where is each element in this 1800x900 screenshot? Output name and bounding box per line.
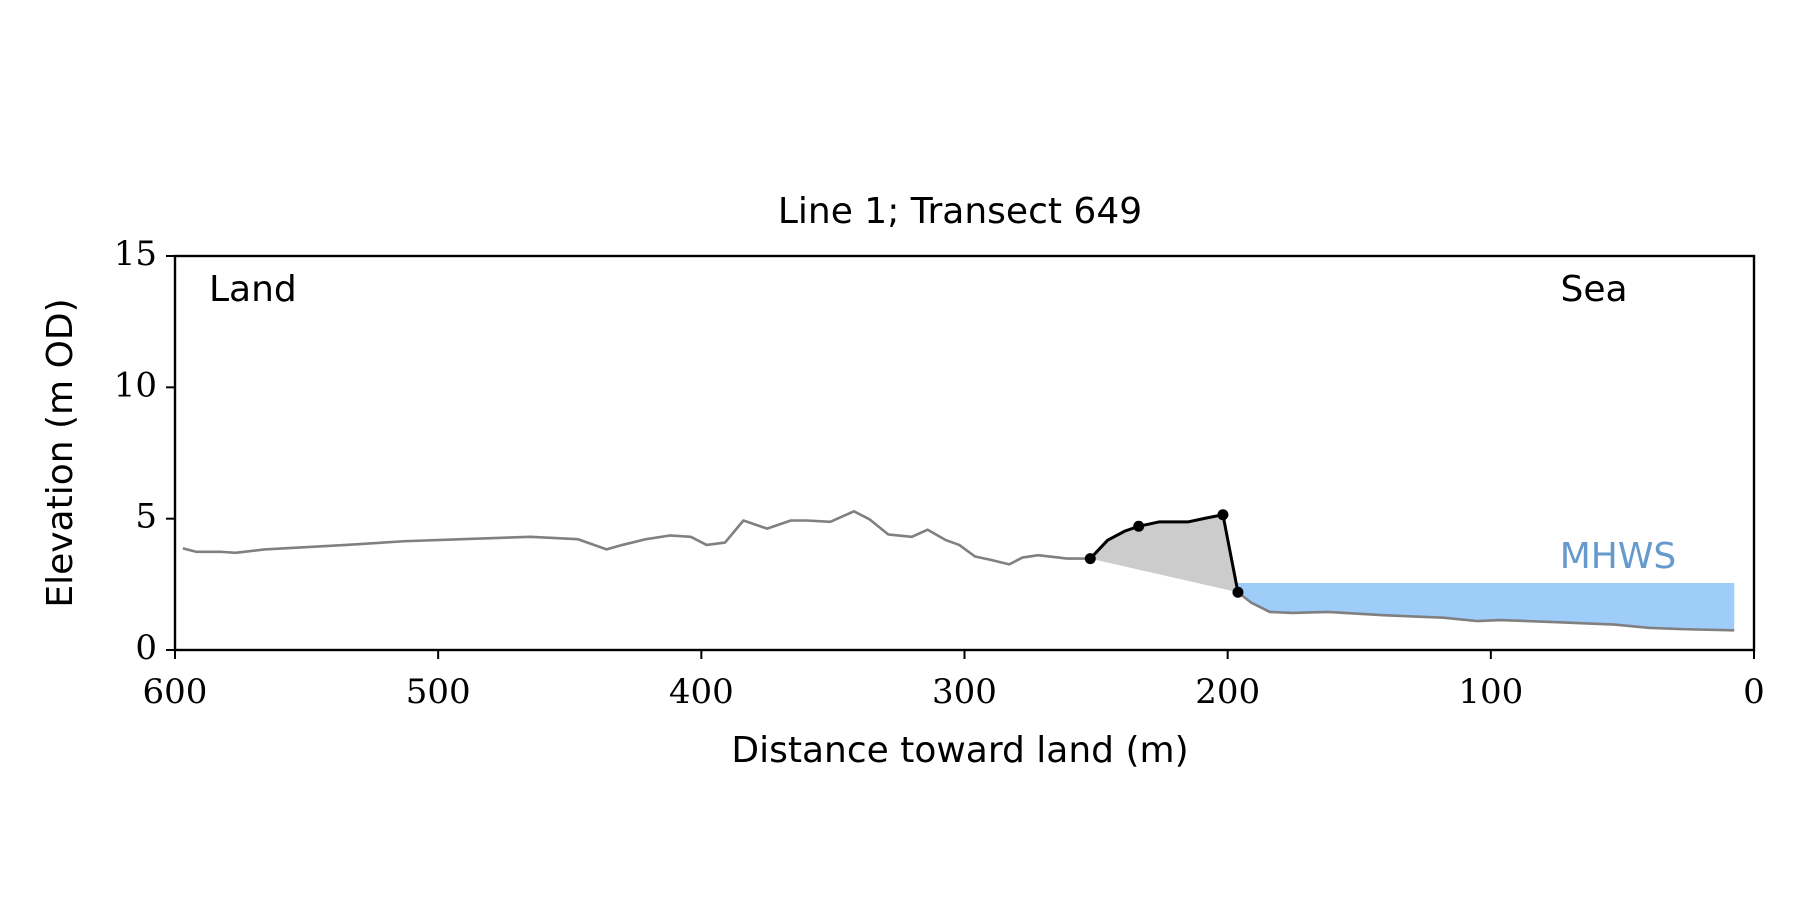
y-axis-label: Elevation (m OD) <box>40 298 81 607</box>
dune-point <box>1084 553 1096 565</box>
dune-line <box>1089 513 1240 593</box>
annotation-land: Land <box>209 269 297 310</box>
dune-area <box>1090 514 1238 593</box>
x-axis-label: Distance toward land (m) <box>731 730 1188 771</box>
y-tick-label: 0 <box>135 628 157 668</box>
chart-title: Line 1; Transect 649 <box>778 191 1142 232</box>
y-tick-label: 15 <box>114 234 157 274</box>
x-tick-label: 100 <box>1458 672 1523 712</box>
mhws-label: MHWS <box>1560 536 1677 577</box>
x-tick-label: 200 <box>1195 672 1260 712</box>
annotation-sea: Sea <box>1560 269 1627 310</box>
x-tick-label: 400 <box>669 672 734 712</box>
x-tick-label: 600 <box>143 672 208 712</box>
profile-line <box>182 510 1735 632</box>
mhws-area <box>1237 583 1735 631</box>
dune-point <box>1217 509 1229 521</box>
y-tick-label: 5 <box>135 497 157 537</box>
x-tick-label: 500 <box>406 672 471 712</box>
dune-point <box>1232 586 1244 598</box>
y-tick-label: 10 <box>114 365 157 405</box>
dune-point <box>1133 520 1145 532</box>
x-tick-label: 0 <box>1743 672 1765 712</box>
x-tick-label: 300 <box>932 672 997 712</box>
